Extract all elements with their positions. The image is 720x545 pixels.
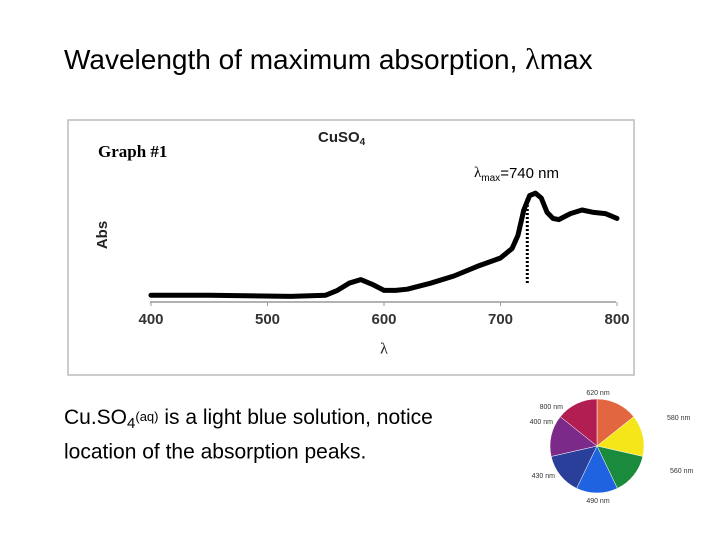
title-suffix: max: [540, 44, 593, 75]
x-tick-label: 600: [371, 311, 396, 328]
body-sub: 4: [127, 415, 135, 432]
x-tick-label: 700: [488, 311, 513, 328]
wheel-label: 800 nm: [540, 404, 564, 411]
spectrum-line: [148, 190, 620, 299]
x-axis-label: λ: [380, 341, 388, 358]
wheel-label: 560 nm: [670, 468, 694, 475]
chart-title: CuSO4: [318, 129, 366, 148]
x-tick-label: 800: [604, 311, 629, 328]
peak-label: λmax=740 nm: [474, 165, 559, 184]
x-tick-label: 500: [255, 311, 280, 328]
wheel-label: 580 nm: [667, 415, 691, 422]
title-symbol: λ: [525, 43, 540, 76]
body-line-2: location of the absorption peaks.: [64, 441, 366, 464]
peak-sub: max: [481, 173, 500, 184]
y-axis-label: Abs: [94, 221, 111, 249]
chart-frame: [67, 119, 635, 376]
title-main: CuSO: [318, 129, 360, 146]
peak-symbol: λ: [474, 165, 482, 181]
slide-title: Wavelength of maximum absorption, λmax: [64, 43, 593, 76]
title-text: Wavelength of maximum absorption,: [64, 44, 525, 75]
graph-label: Graph #1: [98, 142, 167, 161]
x-tick-label: 400: [138, 311, 163, 328]
wheel-label: 430 nm: [532, 473, 556, 480]
body-sub: (aq): [135, 409, 158, 424]
body-text: Cu.SO: [64, 406, 127, 429]
body-line-1: Cu.SO4(aq) is a light blue solution, not…: [64, 406, 433, 432]
wheel-label: 400 nm: [530, 419, 554, 426]
title-sub: 4: [360, 137, 366, 148]
body-text: is a light blue solution, notice: [159, 406, 433, 429]
wheel-label: 490 nm: [586, 498, 610, 505]
wheel-label: 620 nm: [586, 390, 610, 397]
wheel-wedge: [559, 398, 598, 447]
peak-text: =740 nm: [500, 165, 559, 182]
